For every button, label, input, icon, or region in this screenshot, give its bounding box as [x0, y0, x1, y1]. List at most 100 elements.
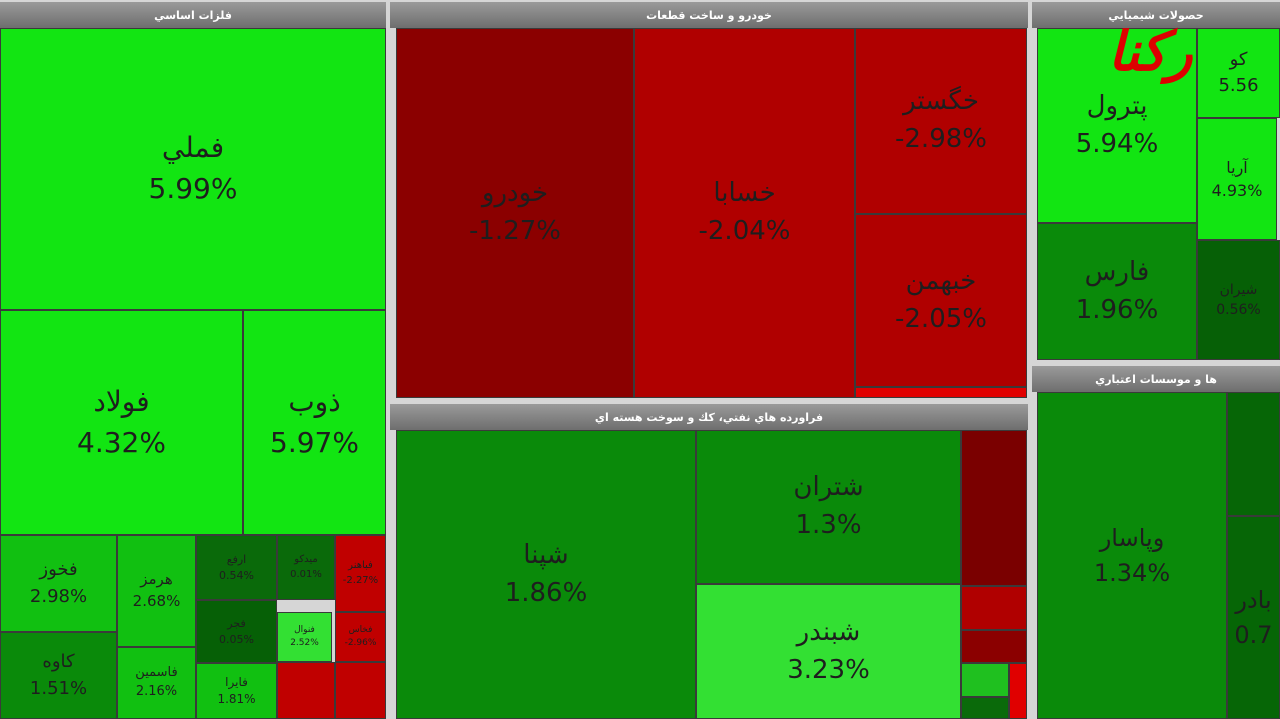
stock-symbol: خودرو [481, 178, 549, 209]
stock-symbol: آريا [1226, 157, 1248, 177]
stock-symbol: خبهمن [905, 265, 977, 296]
stock-tile[interactable]: بادر 0.7 [1227, 516, 1280, 719]
sector-title: فلزات اساسي [0, 2, 386, 28]
stock-change: 1.3% [795, 510, 862, 540]
stock-tile[interactable]: فجر 0.05% [196, 600, 277, 663]
stock-tile[interactable]: خبهمن -2.05% [855, 214, 1027, 387]
small-tile [961, 663, 1009, 697]
stock-tile[interactable]: فخوز 2.98% [0, 535, 117, 632]
stock-symbol: شپنا [523, 539, 569, 570]
sector-title: فراورده هاي نفتي، كك و سوخت هسته اي [390, 404, 1028, 430]
stock-change: 2.16% [135, 684, 178, 699]
stock-change: 1.34% [1093, 558, 1171, 587]
stock-change: 1.51% [29, 677, 88, 699]
stock-symbol: فباهنر [348, 560, 373, 571]
stock-symbol: فخوز [39, 559, 78, 581]
stock-change: -1.27% [469, 216, 561, 246]
stock-symbol: شبندر [796, 616, 861, 647]
stock-tile[interactable]: وپاسار 1.34% [1037, 392, 1227, 719]
stock-symbol: فايرا [225, 674, 248, 689]
stock-tile[interactable]: فارس 1.96% [1037, 223, 1197, 360]
stock-symbol: شتران [793, 472, 864, 503]
stock-symbol: ميدكو [294, 554, 318, 565]
sector-title: حصولات شيميايي [1032, 2, 1280, 28]
stock-symbol: بادر [1235, 585, 1272, 614]
stock-tile[interactable]: شبندر 3.23% [696, 584, 961, 719]
stock-change: 0.54% [219, 568, 254, 582]
sector-title: ها و موسسات اعتباري [1032, 366, 1280, 392]
stock-symbol: كاوه [42, 651, 75, 673]
stock-tile[interactable]: فملي 5.99% [0, 28, 386, 310]
stock-symbol: خسابا [713, 178, 776, 209]
stock-symbol: هرمز [140, 570, 173, 589]
stock-tile[interactable]: فايرا 1.81% [196, 663, 277, 719]
small-tile [1227, 392, 1280, 516]
stock-tile[interactable]: شتران 1.3% [696, 430, 961, 584]
stock-symbol: ذوب [288, 384, 341, 418]
small-tile [961, 586, 1027, 630]
stock-change: 1.96% [1075, 294, 1159, 325]
stock-symbol: پترول [1086, 90, 1148, 121]
stock-symbol: فاسمين [135, 665, 178, 681]
stock-change: 2.98% [29, 585, 88, 607]
stock-tile[interactable]: هرمز 2.68% [117, 535, 196, 647]
stock-symbol: فجر [227, 616, 246, 630]
stock-tile[interactable]: خگستر -2.98% [855, 28, 1027, 214]
stock-tile[interactable]: فباهنر -2.27% [335, 535, 386, 612]
stock-symbol: كو [1229, 48, 1248, 70]
stock-symbol: خگستر [903, 86, 979, 117]
stock-change: 4.32% [77, 425, 166, 459]
stock-change: 1.81% [217, 692, 256, 706]
small-tile [335, 662, 386, 719]
stock-tile[interactable]: فنوال 2.52% [277, 612, 332, 662]
stock-change: 0.7 [1234, 620, 1273, 649]
stock-change: 0.56% [1216, 302, 1261, 318]
stock-symbol: ارفع [226, 552, 247, 566]
stock-tile[interactable]: فخاس -2.96% [335, 612, 386, 662]
stock-change: -2.05% [895, 303, 987, 334]
small-tile [1009, 663, 1027, 719]
stock-change: 5.94% [1075, 128, 1159, 159]
stock-tile[interactable]: كاوه 1.51% [0, 632, 117, 719]
stock-symbol: فارس [1084, 256, 1150, 287]
stock-tile[interactable]: آريا 4.93% [1197, 118, 1277, 240]
stock-tile[interactable]: شيران 0.56% [1197, 240, 1280, 360]
stock-tile[interactable]: ميدكو 0.01% [277, 535, 335, 600]
small-tile [961, 697, 1009, 719]
stock-change: -2.04% [698, 216, 791, 246]
stock-tile[interactable]: ذوب 5.97% [243, 310, 386, 535]
small-tile [277, 662, 335, 719]
stock-change: 2.68% [132, 592, 181, 610]
small-tile [961, 630, 1027, 663]
stock-tile[interactable]: ارفع 0.54% [196, 535, 277, 600]
stock-change: 5.56 [1218, 75, 1259, 96]
stock-tile[interactable]: شپنا 1.86% [396, 430, 696, 719]
stock-change: -2.27% [342, 574, 379, 586]
stock-tile[interactable]: خودرو -1.27% [396, 28, 634, 398]
stock-change: 3.23% [787, 654, 870, 685]
stock-symbol: فخاس [348, 624, 373, 635]
stock-symbol: شيران [1219, 281, 1258, 298]
stock-symbol: وپاسار [1099, 523, 1165, 552]
stock-change: 2.52% [290, 638, 319, 648]
stock-tile[interactable]: فولاد 4.32% [0, 310, 243, 535]
stock-symbol: فملي [161, 131, 225, 165]
small-tile [961, 430, 1027, 586]
stock-symbol: فولاد [93, 384, 150, 418]
small-tile [855, 387, 1027, 398]
stock-tile[interactable]: پترول 5.94% [1037, 28, 1197, 223]
stock-change: -2.96% [344, 638, 377, 648]
stock-tile[interactable]: فاسمين 2.16% [117, 647, 196, 719]
stock-change: 5.99% [148, 172, 238, 205]
stock-change: 0.05% [219, 632, 254, 646]
stock-change: 1.86% [504, 577, 588, 608]
stock-change: 5.97% [270, 425, 359, 459]
stock-tile[interactable]: كو 5.56 [1197, 28, 1280, 118]
stock-change: 4.93% [1211, 181, 1263, 200]
stock-change: 0.01% [290, 568, 322, 580]
sector-title: خودرو و ساخت قطعات [390, 2, 1028, 28]
stock-tile[interactable]: خسابا -2.04% [634, 28, 855, 398]
watermark: رکنا [1108, 20, 1193, 83]
stock-symbol: فنوال [294, 624, 315, 635]
